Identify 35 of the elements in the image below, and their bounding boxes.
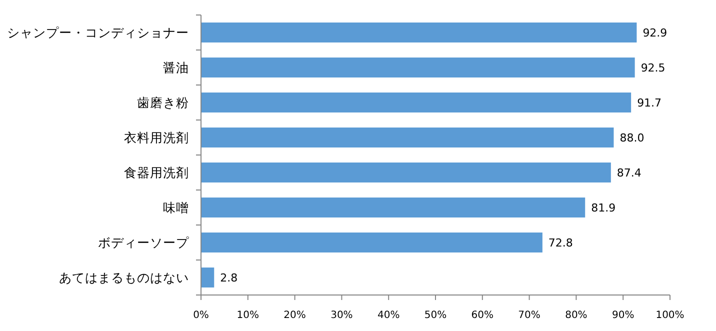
x-tick-label: 60% <box>471 310 494 321</box>
data-label: 72.8 <box>548 236 573 250</box>
x-tick-label: 50% <box>424 310 447 321</box>
x-tick-label: 70% <box>518 310 540 321</box>
x-tick-label: 90% <box>612 310 634 321</box>
y-tick-label: シャンプー・コンディショナー <box>7 25 189 40</box>
bar <box>201 92 632 112</box>
bar <box>201 58 635 78</box>
bar <box>201 268 214 288</box>
y-tick-label: あてはまるものはない <box>59 270 189 285</box>
x-tick-label: 30% <box>330 310 353 321</box>
bar <box>201 128 614 148</box>
bar <box>201 162 611 182</box>
x-tick-label: 20% <box>284 310 306 321</box>
y-tick-label: 衣料用洗剤 <box>124 130 189 145</box>
y-tick-label: 歯磨き粉 <box>137 95 189 110</box>
x-tick-label: 0% <box>193 310 209 321</box>
data-label: 92.9 <box>642 26 668 40</box>
y-tick-label: 味噌 <box>163 200 189 215</box>
data-label: 81.9 <box>591 202 616 214</box>
y-tick-label: 醤油 <box>163 60 189 75</box>
x-tick-label: 80% <box>565 310 588 321</box>
data-label: 2.8 <box>220 272 238 284</box>
bar <box>201 198 586 218</box>
y-tick-label: 食器用洗剤 <box>124 165 189 180</box>
x-tick-label: 40% <box>377 310 400 321</box>
data-label: 92.5 <box>640 62 666 74</box>
data-label: 91.7 <box>637 96 662 110</box>
data-label: 87.4 <box>616 166 642 180</box>
x-tick-label: 100% <box>656 310 684 321</box>
bar <box>201 22 637 42</box>
y-tick-label: ボディーソープ <box>98 235 190 250</box>
bar <box>201 232 542 252</box>
x-tick-label: 10% <box>236 310 260 321</box>
data-label: 88.0 <box>620 132 644 144</box>
